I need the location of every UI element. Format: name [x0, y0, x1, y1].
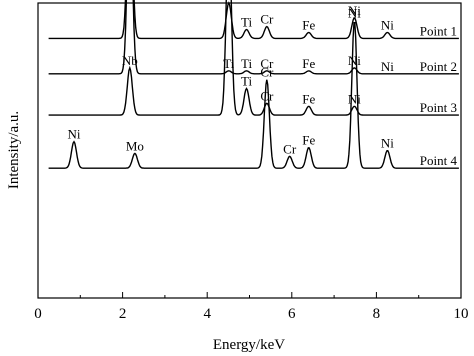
- spectrum-name-label: Point 2: [420, 59, 457, 74]
- peak-label: Ni: [381, 59, 394, 74]
- peak-label: Mo: [126, 138, 144, 153]
- peak-label: Ni: [348, 3, 361, 18]
- spectrum-labels-group: Point 1 Point 2 Point 3 Point 4: [420, 23, 458, 168]
- peak-label: Cr: [260, 56, 274, 71]
- spectra-group: [48, 0, 459, 169]
- peak-label: Cr: [260, 88, 274, 103]
- spectrum-line: [48, 0, 459, 116]
- peak-label: Ti: [241, 74, 252, 89]
- spectrum-name-label: Point 1: [420, 23, 457, 38]
- spectrum-name-label: Point 3: [420, 100, 457, 115]
- x-axis-label: Energy/keV: [213, 337, 285, 353]
- x-tick-label: 4: [203, 306, 211, 322]
- plot-frame: [37, 2, 462, 299]
- peak-label: Cr: [283, 141, 297, 156]
- peak-label: Ni: [348, 91, 361, 106]
- x-tick-label: 2: [119, 306, 127, 322]
- peak-label: Ti: [241, 56, 252, 71]
- spectrum-line: [48, 0, 459, 40]
- peak-label: Ti: [241, 15, 252, 30]
- x-tick-label: 8: [373, 306, 381, 322]
- x-tick-label: 6: [288, 306, 296, 322]
- peak-labels-group: NbTiTiCrFeNiNiNbTiTiCrFeNiNiNbTiTiCrFeNi…: [67, 0, 394, 156]
- spectrum-line: [48, 22, 459, 169]
- peak-label: Fe: [302, 56, 315, 71]
- spectrum-line: [48, 0, 459, 75]
- peak-label: Fe: [302, 133, 315, 148]
- peak-label: Fe: [302, 91, 315, 106]
- peak-label: Cr: [260, 65, 274, 80]
- peak-label: Fe: [302, 18, 315, 33]
- x-axis-ticks: 0 2 4 6 8 10: [34, 292, 469, 322]
- spectrum-name-label: Point 4: [420, 153, 458, 168]
- y-axis-label: Intensity/a.u.: [6, 111, 22, 189]
- peak-label: Ni: [348, 53, 361, 68]
- peak-label: Ti: [223, 0, 234, 3]
- peak-label: Ni: [381, 136, 394, 151]
- x-tick-label: 10: [454, 306, 469, 322]
- peak-label: Ni: [67, 127, 80, 142]
- x-tick-label: 0: [34, 306, 42, 322]
- peak-label: Cr: [260, 12, 274, 27]
- peak-label: Ni: [348, 6, 361, 21]
- peak-label: Ti: [223, 56, 234, 71]
- peak-label: Nb: [122, 53, 138, 68]
- peak-label: Ni: [381, 18, 394, 33]
